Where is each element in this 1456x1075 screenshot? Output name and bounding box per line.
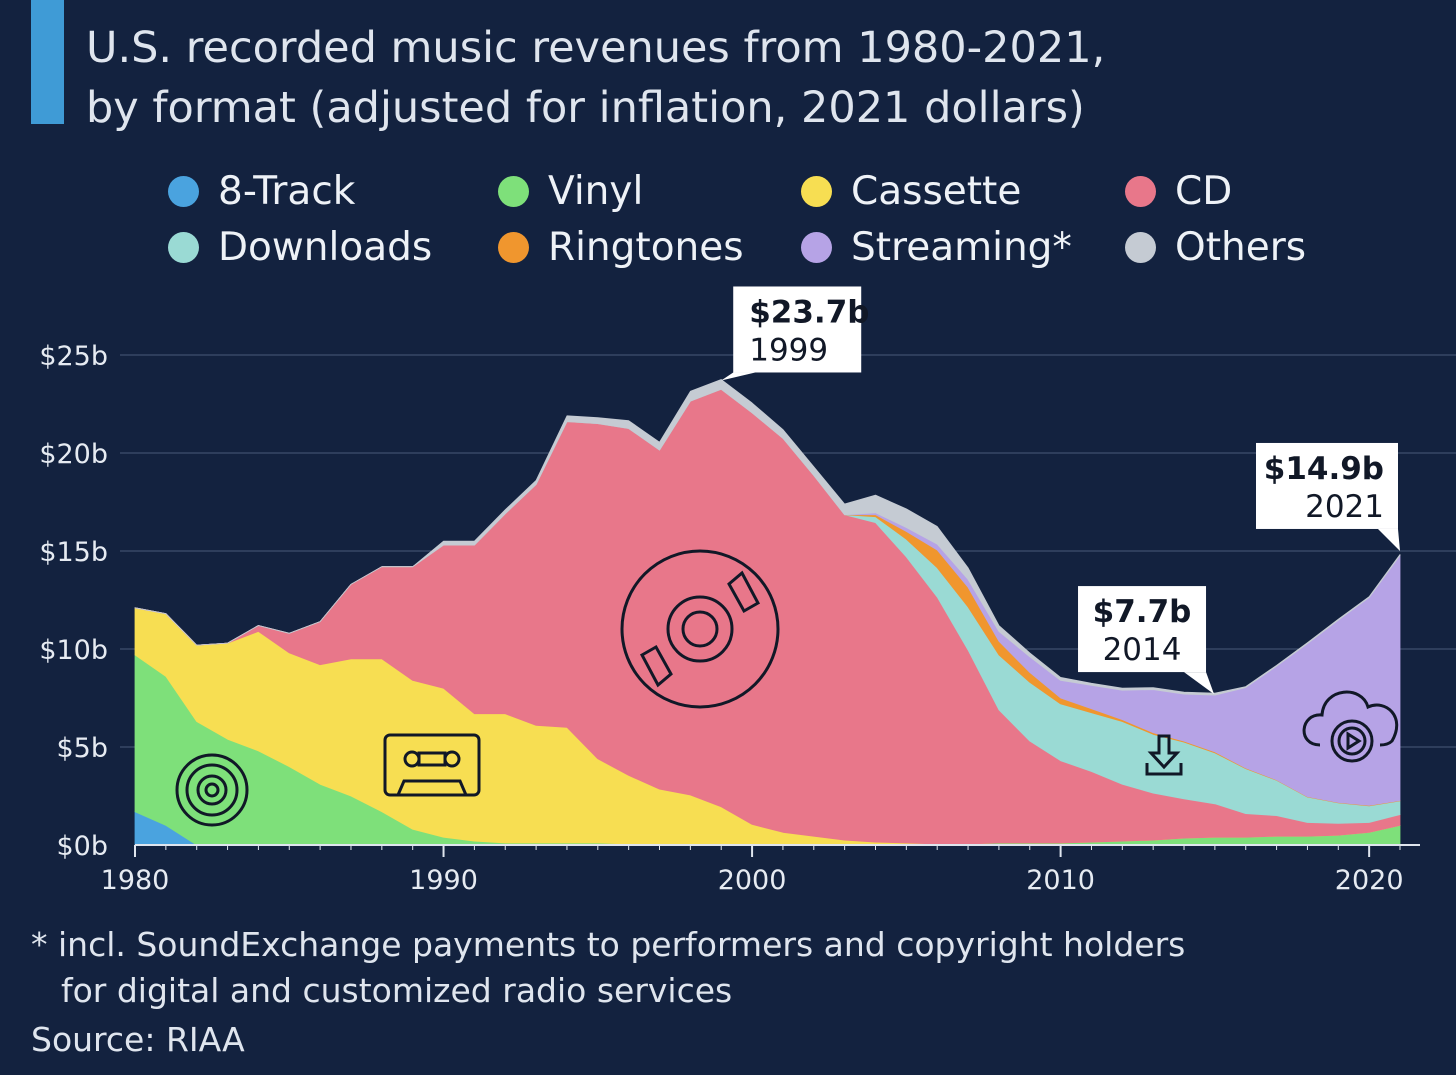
footnote-line-2: for digital and customized radio service… (61, 971, 733, 1010)
callout-pointer (721, 372, 756, 381)
cassette-tape-icon (383, 733, 481, 797)
legend-swatch-cassette (801, 175, 832, 207)
legend-swatch-others (1125, 231, 1156, 263)
callout-box (1256, 442, 1398, 529)
title-accent-bar (31, 0, 64, 124)
callout-pointer (1378, 528, 1400, 551)
legend-item-vinyl[interactable]: Vinyl (498, 168, 643, 214)
y-tick-label: $0b (57, 831, 109, 862)
legend-swatch-ringtones (498, 231, 529, 263)
legend-swatch-cd (1125, 175, 1156, 207)
callout-year: 2014 (1103, 632, 1182, 668)
legend-label-vinyl: Vinyl (548, 168, 644, 214)
legend-item-8-track[interactable]: 8-Track (168, 168, 355, 214)
callout-value: $23.7b (749, 294, 869, 330)
legend-label-streaming: Streaming* (851, 224, 1072, 270)
area-layers (134, 379, 1401, 846)
chart-title-line-1: U.S. recorded music revenues from 1980-2… (86, 23, 1106, 73)
x-tick-label: 2000 (718, 865, 787, 896)
legend-label-cassette: Cassette (851, 168, 1022, 214)
axes: $0b $5b $10b $15b $20b $25b 1980 1990 2000 2010 20… (39, 341, 1420, 896)
cloud-streaming-icon (1302, 690, 1399, 763)
legend-item-others[interactable]: Others (1125, 224, 1306, 270)
legend-item-cd[interactable]: CD (1125, 168, 1232, 214)
y-tick-label: $5b (57, 733, 109, 764)
legend-label-8-track: 8-Track (218, 168, 356, 214)
callout-pointer (1184, 672, 1215, 695)
source-label: Source: RIAA (31, 1020, 245, 1059)
legend-label-others: Others (1175, 224, 1307, 270)
callout-year: 1999 (749, 332, 828, 368)
y-tick-label: $15b (39, 537, 108, 568)
callout-box (733, 286, 862, 373)
y-tick-label: $10b (39, 635, 108, 666)
x-tick-label: 2010 (1026, 865, 1095, 896)
callout-box (1078, 586, 1207, 673)
callout-value: $7.7b (1093, 594, 1192, 630)
y-tick-label: $20b (39, 439, 108, 470)
vinyl-record-icon (175, 753, 249, 827)
x-tick-label: 1980 (101, 865, 170, 896)
chart-title: U.S. recorded music revenues from 1980-2… (86, 18, 1386, 138)
footnote-line-1: * incl. SoundExchange payments to perfor… (31, 925, 1186, 964)
legend-item-downloads[interactable]: Downloads (168, 224, 432, 270)
chart-icons (175, 549, 1399, 827)
x-tick-label: 1990 (409, 865, 478, 896)
area-others (134, 379, 1401, 696)
footnote: * incl. SoundExchange payments to perfor… (31, 922, 1431, 1014)
legend-swatch-streaming (801, 231, 832, 263)
chart-title-line-2: by format (adjusted for inflation, 2021 … (86, 83, 1085, 133)
legend-swatch-8-track (168, 175, 199, 207)
legend-label-ringtones: Ringtones (548, 224, 744, 270)
legend-item-streaming[interactable]: Streaming* (801, 224, 1072, 270)
legend-label-downloads: Downloads (218, 224, 433, 270)
legend-item-ringtones[interactable]: Ringtones (498, 224, 744, 270)
compact-disc-icon (620, 549, 780, 709)
legend-label-cd: CD (1175, 168, 1233, 214)
stacked-area-chart: $0b $5b $10b $15b $20b $25b 1980 1990 2000 2010 20… (39, 286, 1456, 896)
y-tick-label: $25b (39, 341, 108, 372)
x-tick-label: 2020 (1335, 865, 1404, 896)
legend-item-cassette[interactable]: Cassette (801, 168, 1021, 214)
chart-legend: 8-Track Vinyl Cassette CD Downloads Ring… (168, 168, 1368, 280)
legend-swatch-downloads (168, 231, 199, 263)
legend-swatch-vinyl (498, 175, 529, 207)
download-icon (1145, 734, 1183, 776)
callout-year: 2021 (1305, 489, 1384, 525)
callout-value: $14.9b (1264, 451, 1384, 487)
